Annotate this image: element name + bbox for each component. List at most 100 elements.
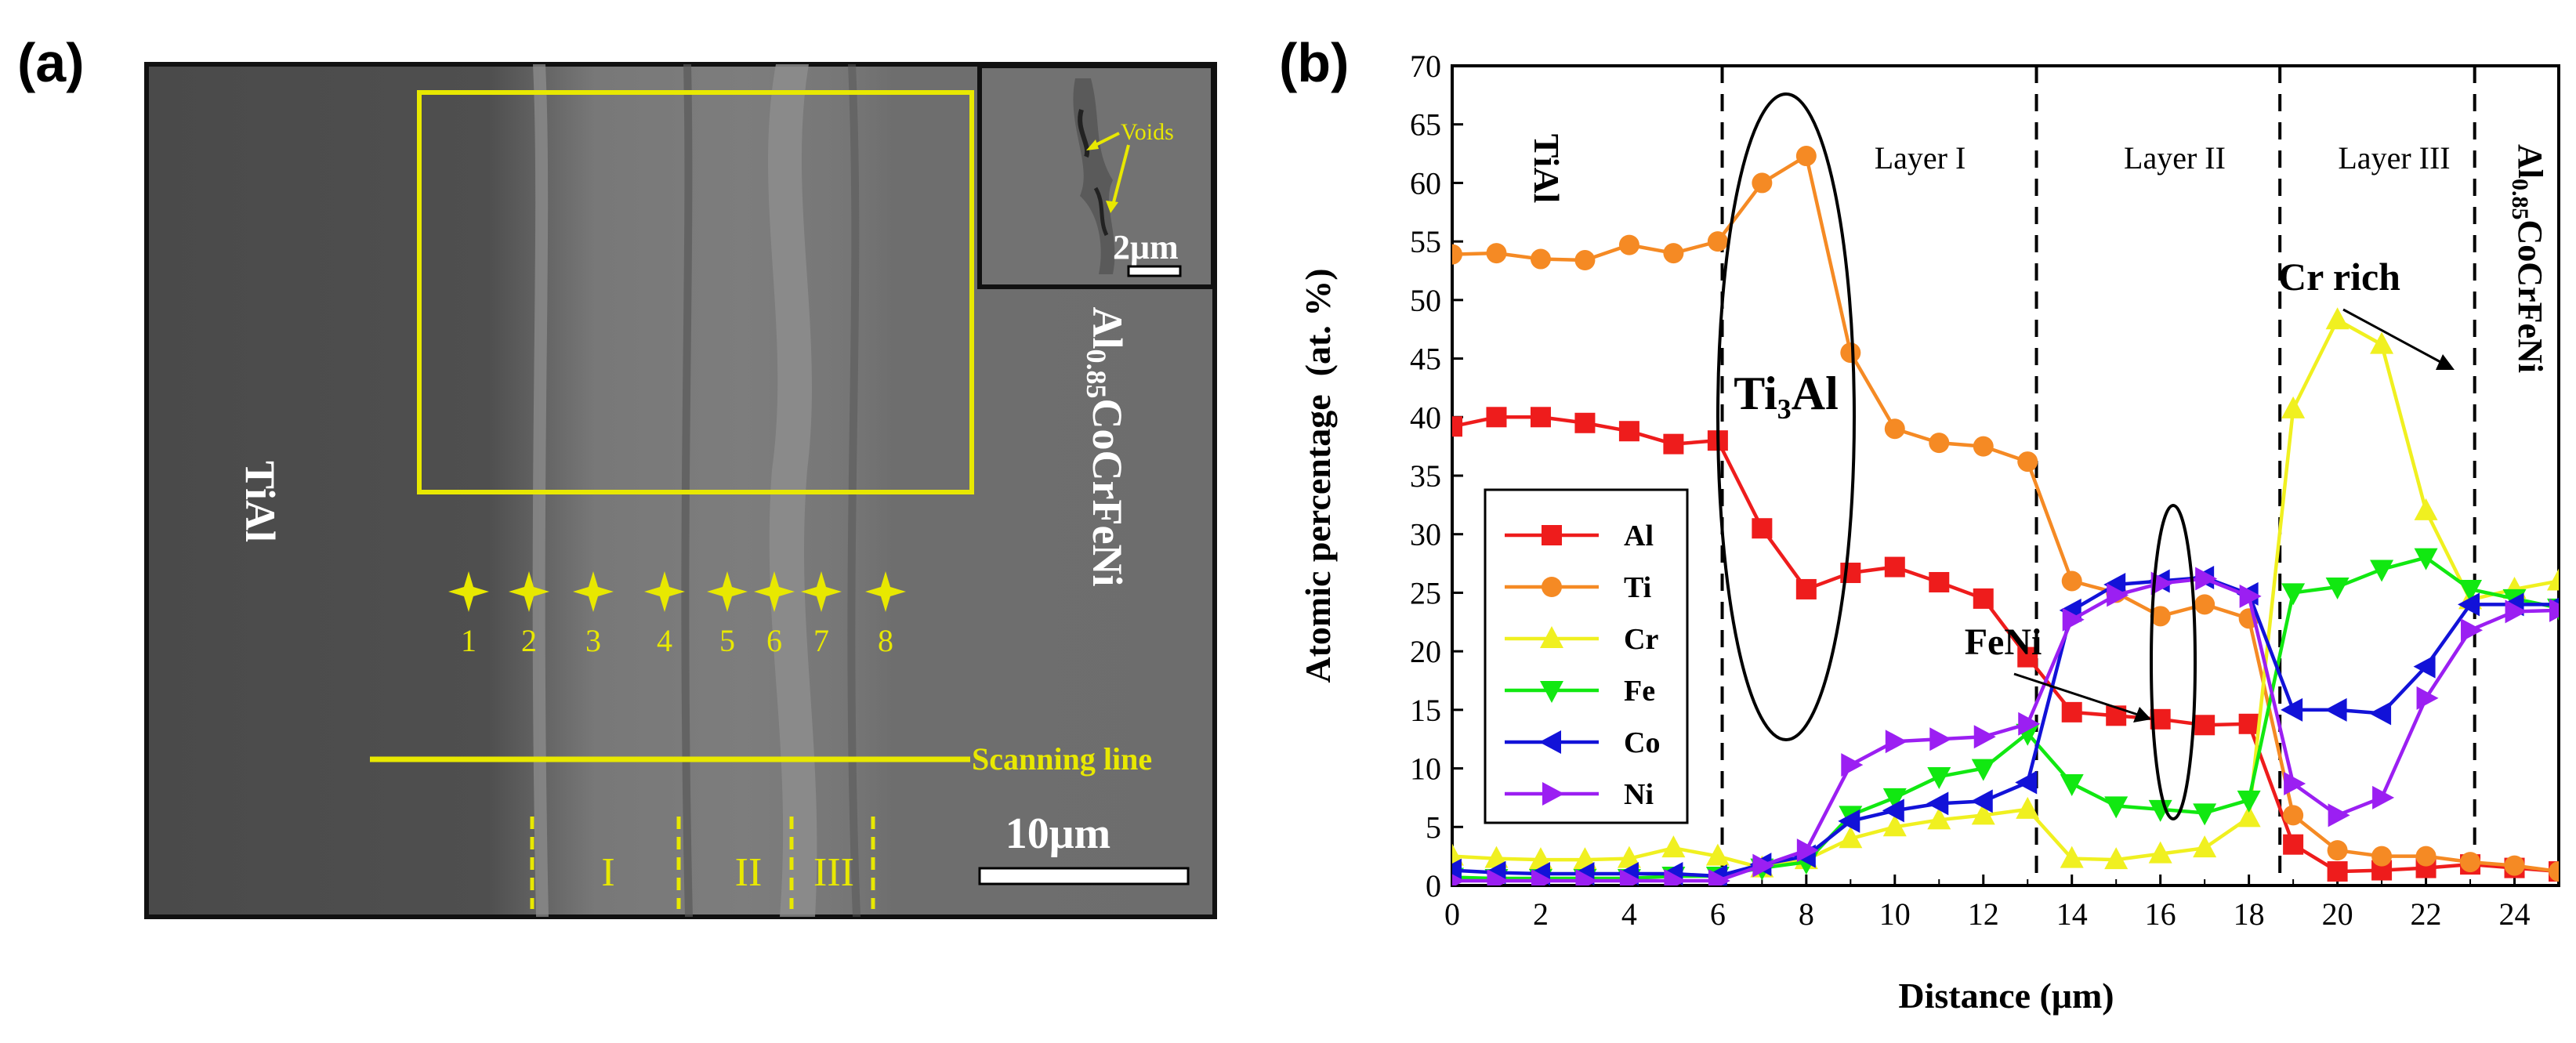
series-ti-point bbox=[2283, 805, 2304, 826]
region-layer1-label: Layer I bbox=[1875, 140, 1966, 176]
series-cr-point bbox=[1705, 843, 1730, 866]
series-fe-point bbox=[2193, 803, 2217, 826]
series-ni-point bbox=[1929, 727, 1952, 751]
series-cr-point bbox=[2414, 498, 2438, 520]
series-al-point bbox=[1486, 407, 1507, 428]
voids-label: Voids bbox=[1121, 119, 1174, 145]
alloy-label-a: Al0.85CoCrFeNi bbox=[1081, 307, 1131, 587]
series-cr-line bbox=[1452, 318, 2559, 870]
series-co-point bbox=[2103, 572, 2126, 596]
series-cr-point bbox=[1839, 826, 1863, 849]
series-fe-point bbox=[2325, 577, 2350, 599]
series-ti-point bbox=[2061, 570, 2082, 592]
series-fe-point bbox=[2414, 548, 2438, 570]
series-cr-point bbox=[1528, 847, 1552, 870]
series-ni-point bbox=[1664, 869, 1687, 885]
series-cr bbox=[1452, 307, 2559, 878]
series-al-point bbox=[1929, 571, 1950, 592]
series-co-point bbox=[1838, 809, 1860, 833]
series-ni-point bbox=[2150, 571, 2173, 596]
series-al-point bbox=[2017, 646, 2038, 668]
y-tick-label: 0 bbox=[1426, 868, 1441, 904]
x-tick-label: 0 bbox=[1444, 896, 1460, 932]
series-ti-point bbox=[1618, 234, 1639, 255]
series-cr-point bbox=[2281, 396, 2306, 418]
scanning-line-label: Scanning line bbox=[972, 741, 1152, 777]
series-fe-point bbox=[1971, 759, 1995, 781]
y-tick-label: 35 bbox=[1410, 458, 1441, 494]
series-ni-point bbox=[1487, 869, 1509, 885]
x-tick-label: 24 bbox=[2499, 896, 2531, 932]
series-cr-point bbox=[2193, 835, 2217, 858]
x-tick-label: 20 bbox=[2322, 896, 2353, 932]
scan-point-2-star bbox=[509, 571, 549, 612]
feni-arrowhead bbox=[2133, 707, 2151, 722]
legend-co-label: Co bbox=[1624, 726, 1660, 759]
series-fe-point bbox=[2237, 790, 2261, 813]
series-al-point bbox=[2061, 701, 2082, 722]
y-tick-label: 15 bbox=[1410, 693, 1441, 728]
series-ti-point bbox=[1795, 146, 1817, 167]
series-ni-point bbox=[2461, 618, 2484, 643]
series-cr-point bbox=[2148, 841, 2172, 864]
x-tick-label: 10 bbox=[1879, 896, 1911, 932]
series-al-point bbox=[2283, 834, 2304, 855]
series-co-point bbox=[2015, 770, 2038, 795]
series-cr-point bbox=[1617, 846, 1641, 868]
x-tick-label: 8 bbox=[1799, 896, 1814, 932]
series-ti-point bbox=[2150, 606, 2171, 627]
series-cr-point bbox=[2104, 847, 2129, 870]
y-tick-label: 20 bbox=[1410, 634, 1441, 669]
feni-label: FeNi bbox=[1965, 621, 2042, 663]
y-tick-label: 55 bbox=[1410, 224, 1441, 259]
roi-rectangle bbox=[417, 90, 974, 494]
series-ni-point bbox=[1841, 753, 1864, 777]
legend-ni-label: Ni bbox=[1624, 778, 1654, 811]
series-co-point bbox=[2324, 697, 2347, 722]
axis-labels: Distance (μm) Atomic percentage (at. %) bbox=[1298, 268, 2114, 1016]
y-tick-label: 30 bbox=[1410, 517, 1441, 552]
legend-box bbox=[1484, 488, 1689, 824]
series-ti-point bbox=[1663, 243, 1684, 264]
legend-ni-marker bbox=[1542, 782, 1564, 806]
series-co-point bbox=[2458, 592, 2480, 617]
scan-point-3-label: 3 bbox=[585, 623, 601, 658]
series bbox=[1452, 146, 2559, 885]
zone-iii-label: III bbox=[813, 850, 854, 895]
series-fe-point bbox=[2104, 796, 2129, 819]
series-ni-point bbox=[1531, 869, 1553, 885]
inset-scale-bar bbox=[1127, 265, 1182, 277]
series-ni-point bbox=[2062, 607, 2085, 632]
series-co-point bbox=[1882, 799, 1904, 823]
legend-cr-label: Cr bbox=[1624, 623, 1658, 656]
series-al-point bbox=[1795, 578, 1817, 599]
scan-point-8-label: 8 bbox=[878, 623, 893, 658]
inset-scale-label: 2μm bbox=[1113, 228, 1179, 266]
y-tick-label: 50 bbox=[1410, 283, 1441, 318]
series-cr-point bbox=[1971, 802, 1995, 825]
series-ti-point bbox=[2504, 855, 2525, 876]
series-cr-point bbox=[2547, 568, 2559, 591]
series-ni-point bbox=[2239, 584, 2262, 608]
series-fe-point bbox=[2148, 799, 2172, 822]
panel-a-label: (a) bbox=[17, 32, 85, 93]
voids-arrow-2 bbox=[1111, 144, 1130, 206]
y-tick-label: 10 bbox=[1410, 751, 1441, 787]
series-cr-point bbox=[1927, 807, 1951, 830]
series-cr-point bbox=[2016, 796, 2040, 819]
series-fe-point bbox=[2370, 560, 2394, 582]
ti3al-label: Ti₃Al bbox=[1734, 368, 1839, 419]
series-ti-point bbox=[2017, 451, 2038, 473]
region-alloy-label: Al0.85CoCrFeNi bbox=[2507, 144, 2549, 373]
series-ti-point bbox=[1929, 433, 1950, 454]
series-ti-point bbox=[2194, 594, 2216, 615]
legend-co-marker bbox=[1539, 730, 1561, 754]
series-al-point bbox=[2238, 713, 2259, 734]
voids-arrowhead-1 bbox=[1086, 139, 1099, 150]
panel-a: (a) Voids 2μm bbox=[17, 32, 1217, 919]
x-tick-label: 2 bbox=[1533, 896, 1549, 932]
scale-bar bbox=[978, 867, 1190, 885]
voids-arrowhead-2 bbox=[1106, 201, 1118, 213]
